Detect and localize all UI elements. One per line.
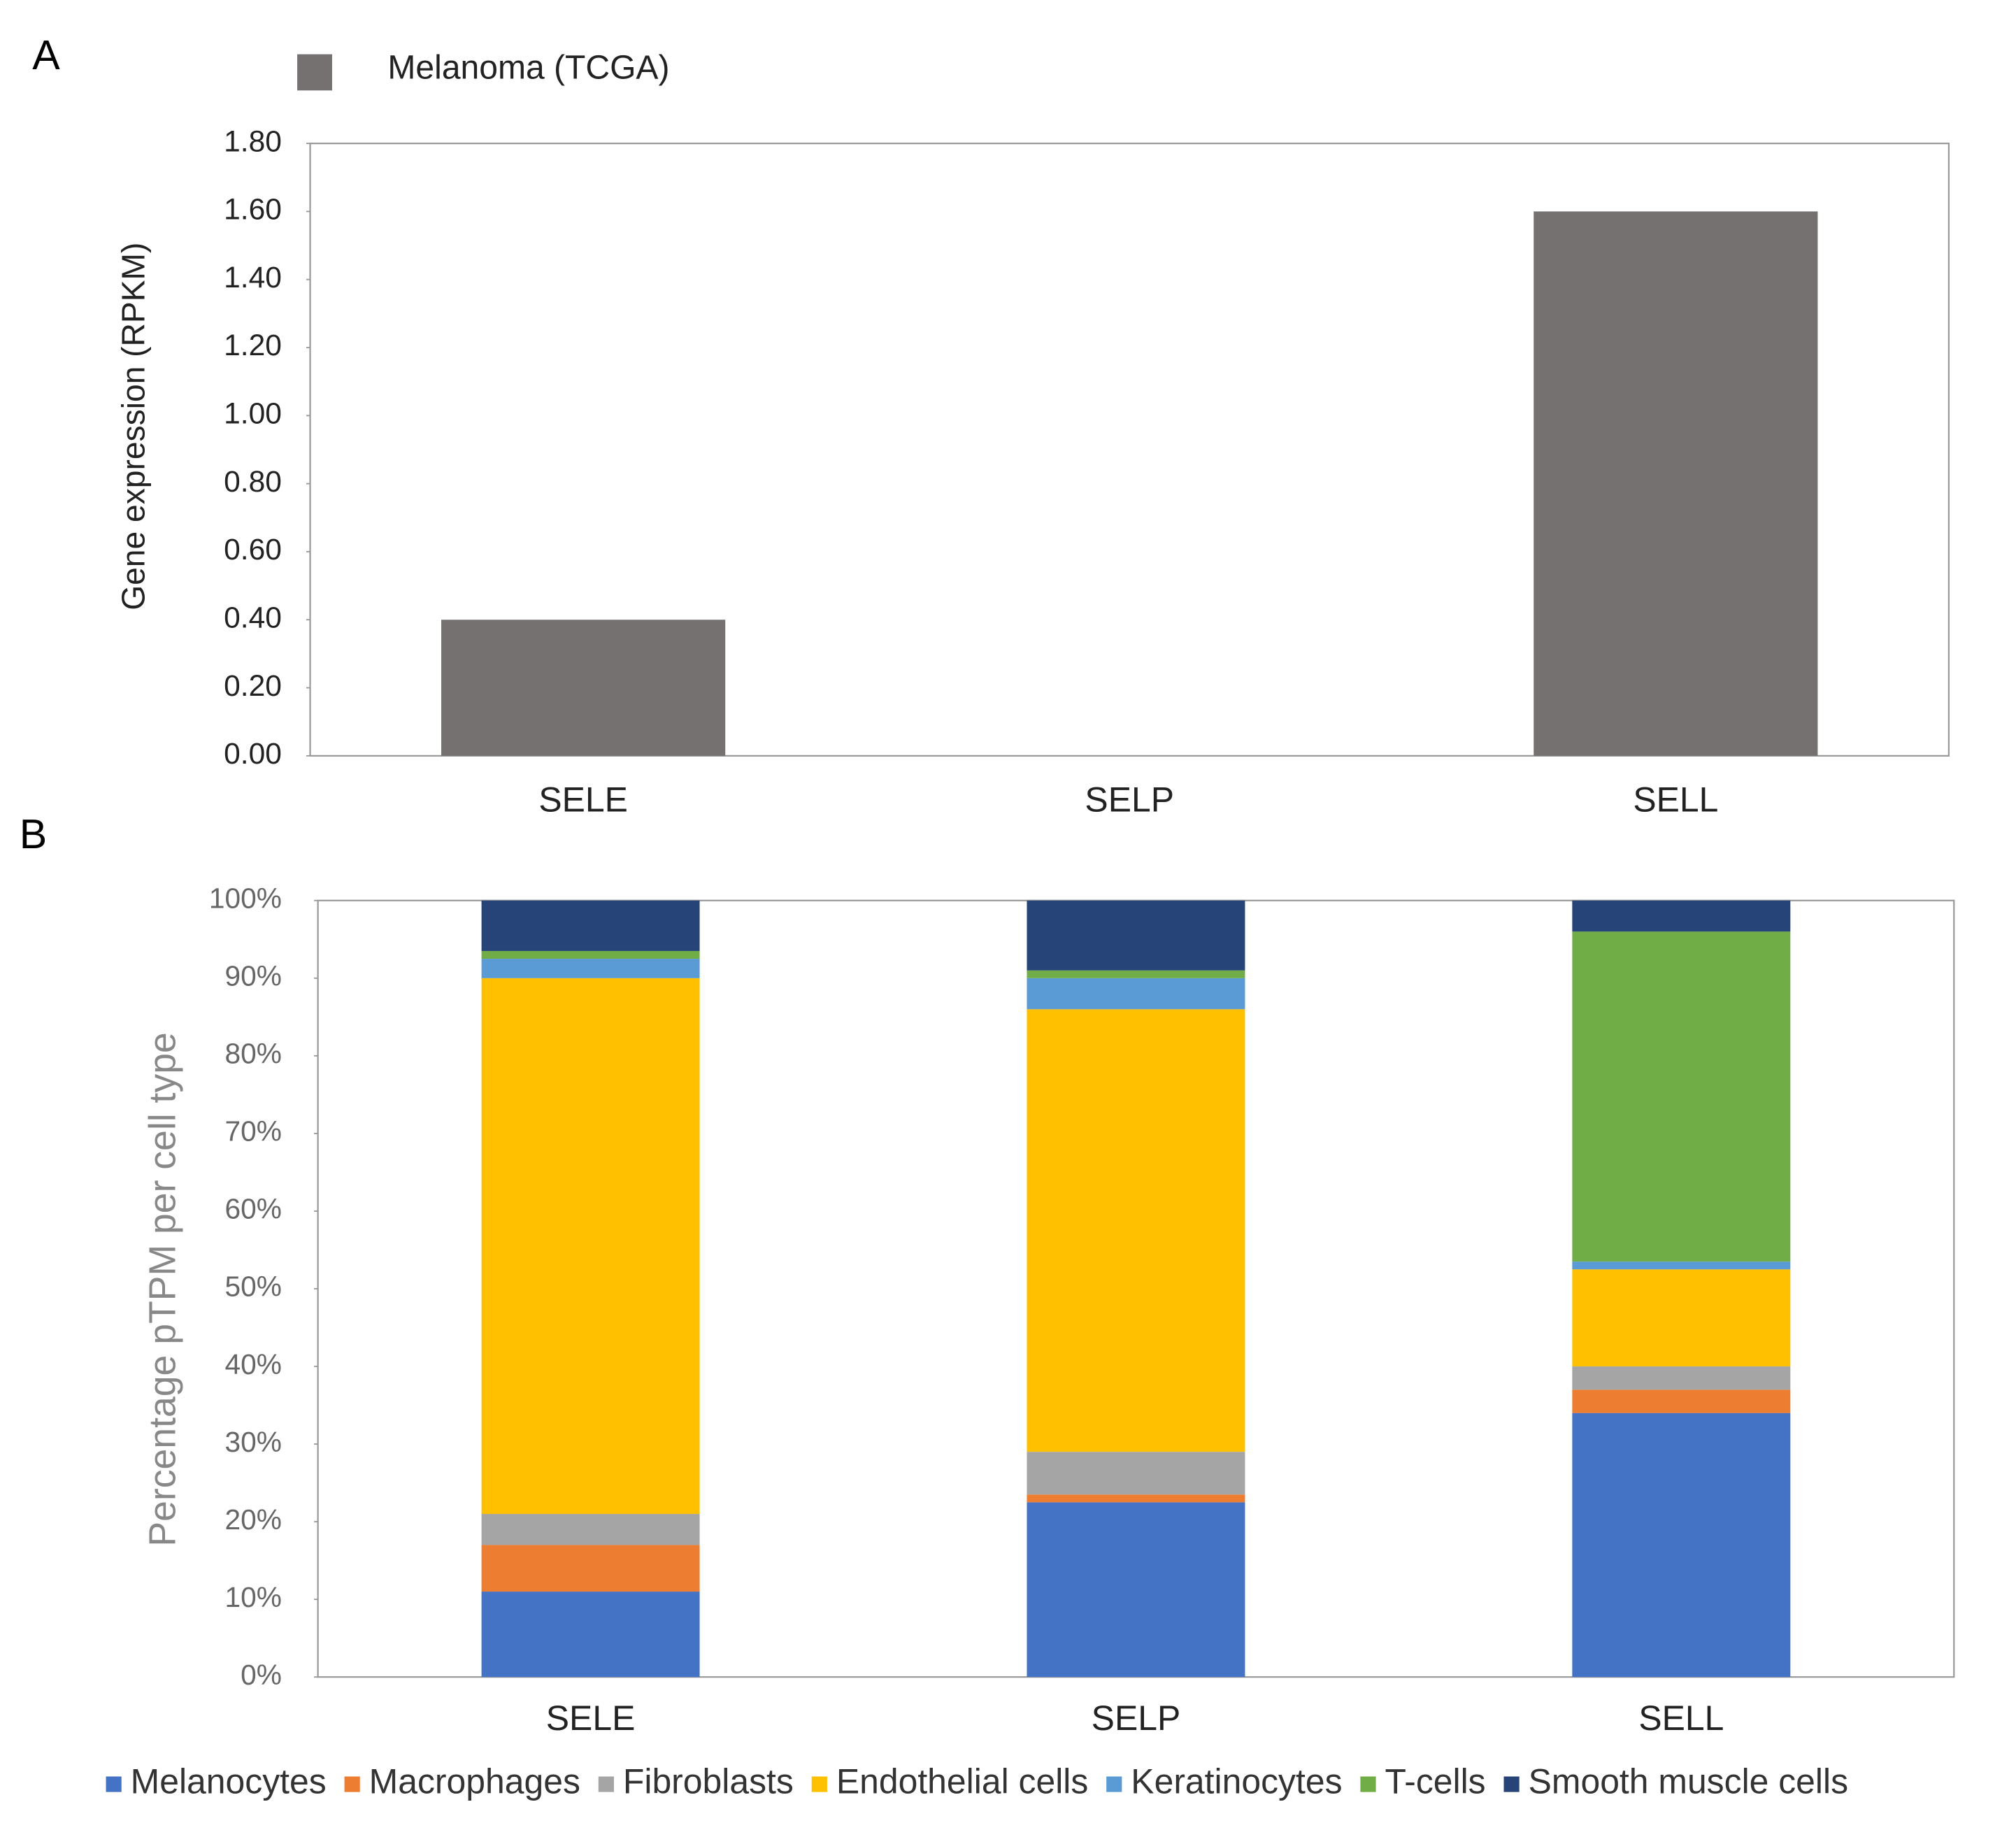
- legend-label: Keratinocytes: [1131, 1762, 1342, 1801]
- legend-swatch: [1106, 1776, 1122, 1792]
- bar-segment: [481, 1592, 700, 1678]
- legend-swatch: [297, 54, 332, 91]
- legend-swatch: [106, 1776, 122, 1792]
- legend-label: Melanoma (TCGA): [387, 49, 669, 86]
- bar-segment: [1027, 1009, 1245, 1452]
- bar-segment: [481, 950, 700, 959]
- y-tick-label: 70%: [225, 1115, 282, 1148]
- y-axis-label: Percentage pTPM per cell type: [142, 1032, 184, 1546]
- legend-swatch: [1360, 1776, 1376, 1792]
- bar-segment: [1027, 978, 1245, 1010]
- bar-segment: [1027, 1452, 1245, 1495]
- y-tick-label: 1.00: [224, 398, 282, 431]
- bar-segment: [1027, 1494, 1245, 1503]
- x-tick-label: SELP: [1092, 1699, 1181, 1738]
- bar-segment: [1572, 1413, 1791, 1678]
- x-tick-label: SELE: [538, 780, 628, 820]
- y-tick-label: 0%: [241, 1659, 282, 1691]
- x-tick-label: SELP: [1085, 780, 1174, 820]
- y-tick-label: 80%: [225, 1038, 282, 1070]
- legend-label: Melanocytes: [131, 1762, 327, 1801]
- bar-segment: [1572, 1389, 1791, 1413]
- bar-segment: [481, 978, 700, 1515]
- y-tick-label: 0.40: [224, 601, 282, 634]
- legend-swatch: [598, 1776, 614, 1792]
- legend-label: Macrophages: [369, 1762, 580, 1801]
- y-tick-label: 0.20: [224, 670, 282, 703]
- bar-segment: [1027, 1502, 1245, 1678]
- panel-label: A: [32, 31, 60, 78]
- y-tick-label: 0.00: [224, 738, 282, 771]
- y-tick-label: 1.80: [224, 125, 282, 158]
- y-tick-label: 60%: [225, 1193, 282, 1225]
- bar-segment: [481, 900, 700, 951]
- y-tick-label: 1.20: [224, 329, 282, 362]
- x-tick-label: SELL: [1633, 780, 1718, 820]
- y-tick-label: 90%: [225, 960, 282, 992]
- legend-label: Endothelial cells: [836, 1762, 1088, 1801]
- y-tick-label: 30%: [225, 1426, 282, 1458]
- x-tick-label: SELE: [546, 1699, 636, 1738]
- bar-segment: [481, 1545, 700, 1592]
- bar-segment: [1572, 1269, 1791, 1367]
- bar-segment: [1572, 1366, 1791, 1390]
- y-tick-label: 20%: [225, 1503, 282, 1536]
- plot-frame: [309, 142, 1950, 757]
- bar-segment: [1027, 900, 1245, 971]
- panel-label: B: [20, 810, 47, 857]
- legend-label: Smooth muscle cells: [1529, 1762, 1848, 1801]
- y-tick-label: 1.60: [224, 194, 282, 227]
- bar-segment: [1027, 970, 1245, 978]
- bar: [441, 620, 726, 756]
- bar-segment: [1572, 931, 1791, 1262]
- y-tick-label: 50%: [225, 1271, 282, 1303]
- y-axis-label: Gene expression (RPKM): [115, 243, 151, 610]
- legend-label: T-cells: [1385, 1762, 1486, 1801]
- y-tick-label: 40%: [225, 1348, 282, 1380]
- bar-segment: [1572, 1261, 1791, 1270]
- legend-label: Fibroblasts: [623, 1762, 794, 1801]
- bar-segment: [481, 959, 700, 978]
- legend-swatch: [344, 1776, 360, 1792]
- y-tick-label: 0.80: [224, 466, 282, 499]
- x-tick-label: SELL: [1638, 1699, 1724, 1738]
- bar: [1534, 211, 1818, 756]
- bar-segment: [481, 1514, 700, 1545]
- y-tick-label: 100%: [209, 882, 282, 915]
- y-tick-label: 10%: [225, 1581, 282, 1613]
- bar-segment: [1572, 900, 1791, 932]
- y-tick-label: 1.40: [224, 262, 282, 294]
- legend-swatch: [1503, 1776, 1520, 1792]
- legend-swatch: [811, 1776, 827, 1792]
- y-tick-label: 0.60: [224, 534, 282, 566]
